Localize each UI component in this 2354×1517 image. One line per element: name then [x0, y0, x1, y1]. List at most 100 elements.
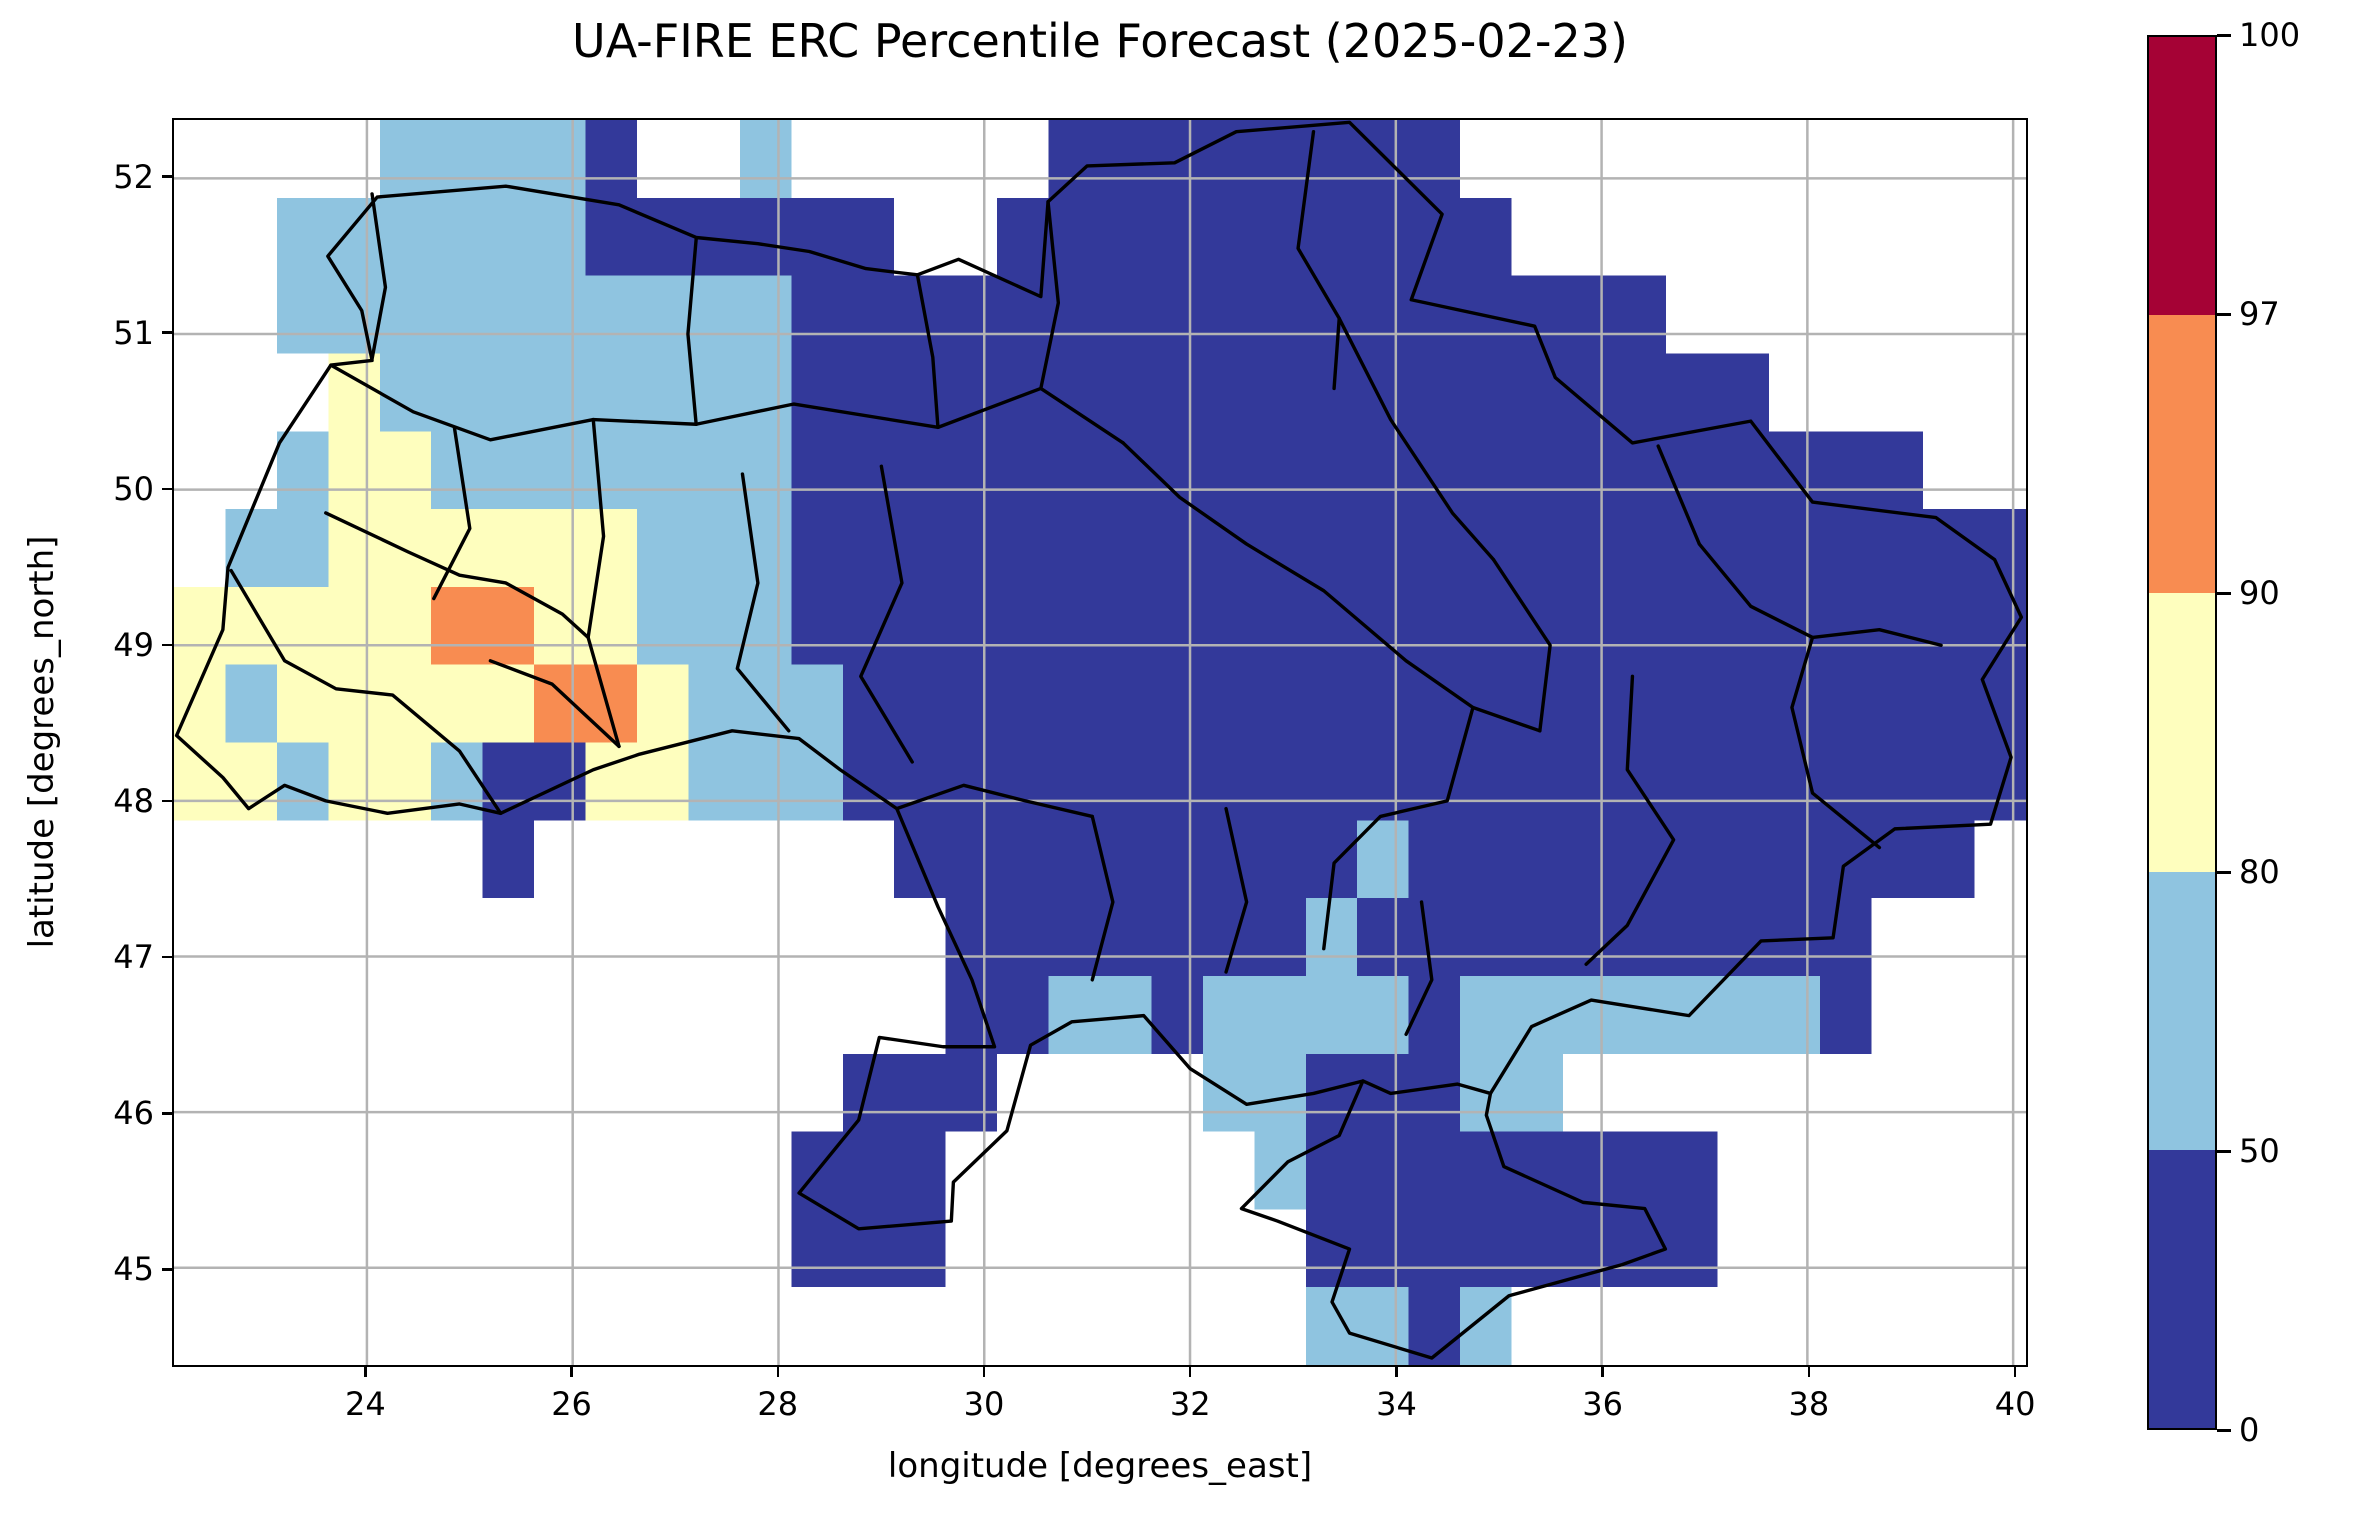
grid-cell [534, 120, 586, 198]
grid-cell [842, 1053, 895, 1132]
grid-cell [945, 898, 998, 976]
grid-cell [1305, 898, 1358, 976]
grid-cell [894, 431, 946, 510]
grid-cell [1408, 1053, 1461, 1132]
grid-cell [1665, 431, 1718, 510]
x-tick-label: 26 [551, 1385, 592, 1423]
grid-cell [225, 664, 277, 743]
grid-cell [1460, 197, 1512, 276]
grid-cell [1151, 898, 1203, 976]
grid-cell [997, 586, 1049, 665]
y-tick-label: 45 [113, 1250, 154, 1289]
x-tick-label: 32 [1169, 1385, 1211, 1423]
y-tick-mark [162, 487, 172, 491]
grid-cell [431, 197, 483, 276]
grid-cell [1254, 353, 1306, 432]
grid-cell [1408, 898, 1461, 976]
colorbar-tick-mark [2217, 1428, 2231, 1432]
x-tick-label: 30 [963, 1385, 1005, 1423]
grid-cell [1151, 742, 1203, 821]
grid-cell [1202, 197, 1255, 276]
grid-cell [1665, 742, 1718, 821]
grid-cell [1048, 898, 1100, 976]
grid-cell [379, 509, 432, 587]
grid-cell [1717, 898, 1769, 976]
grid-cell [791, 664, 843, 743]
grid-cell [739, 120, 792, 198]
grid-cell [1614, 975, 1666, 1054]
grid-cell [997, 431, 1049, 510]
ukraine-percentile-map [174, 120, 2026, 1365]
grid-cell [739, 275, 792, 354]
grid-cell [894, 586, 946, 665]
grid-cell [1820, 431, 1872, 510]
grid-cell [945, 1053, 998, 1132]
grid-cell [328, 664, 380, 743]
grid-cell [1460, 1209, 1512, 1288]
grid-cell [1614, 898, 1666, 976]
grid-cell [1717, 353, 1769, 432]
grid-cell [1151, 820, 1203, 899]
grid-cell [585, 120, 637, 198]
grid-cell [791, 1209, 843, 1288]
grid-cell [585, 742, 637, 821]
grid-cell [1151, 431, 1203, 510]
grid-cell [1100, 664, 1152, 743]
grid-cell [534, 431, 586, 510]
grid-cell [1100, 431, 1152, 510]
grid-cell [637, 431, 689, 510]
grid-cell [1665, 820, 1718, 899]
grid-cell [637, 275, 689, 354]
grid-cell [431, 353, 483, 432]
grid-cell [1923, 820, 1975, 899]
colorbar-tick-mark [2217, 312, 2231, 316]
oblast-boundary-line [588, 420, 619, 747]
grid-cell [1254, 275, 1306, 354]
grid-cell [997, 664, 1049, 743]
grid-cell [1100, 742, 1152, 821]
grid-cell [997, 509, 1049, 587]
grid-cell [688, 275, 740, 354]
grid-cell [1820, 742, 1872, 821]
grid-cell [1048, 509, 1100, 587]
grid-cell [585, 197, 637, 276]
grid-cell [945, 509, 998, 587]
grid-cell [482, 353, 535, 432]
oblast-boundary-line [1586, 676, 1673, 964]
colorbar-segment-90-97 [2149, 315, 2215, 594]
x-tick-label: 34 [1376, 1385, 1417, 1423]
grid-cell [1923, 586, 1975, 665]
grid-cell [1254, 975, 1306, 1054]
colorbar-tick-mark [2217, 33, 2231, 37]
grid-cell [1151, 353, 1203, 432]
grid-cell [1357, 1131, 1409, 1210]
oblast-boundary-line [897, 785, 1092, 816]
grid-cell [1717, 742, 1769, 821]
grid-cell [1305, 197, 1358, 276]
oblast-boundary-line [1658, 446, 1941, 645]
grid-cell [791, 197, 843, 276]
grid-cell [1563, 820, 1615, 899]
oblast-boundary-line [1298, 132, 1339, 389]
grid-cell [174, 586, 226, 665]
heatmap-cells [174, 120, 2026, 1365]
grid-cell [791, 586, 843, 665]
grid-cell [842, 586, 895, 665]
grid-cell [276, 664, 329, 743]
colorbar-segment-50-80 [2149, 871, 2215, 1150]
grid-cell [431, 664, 483, 743]
grid-cell [894, 1131, 946, 1210]
oblast-boundary-line [231, 571, 501, 814]
grid-cell [482, 431, 535, 510]
colorbar-tick-label: 100 [2239, 16, 2301, 54]
grid-cell [1511, 1053, 1563, 1132]
grid-cell [894, 664, 946, 743]
grid-cell [637, 197, 689, 276]
oblast-boundary-line [326, 513, 588, 638]
grid-cell [1717, 431, 1769, 510]
oblast-boundary-line [490, 661, 619, 747]
x-tick-mark [2013, 1367, 2017, 1377]
grid-cell [1357, 275, 1409, 354]
grid-cell [1923, 742, 1975, 821]
grid-cell [328, 509, 380, 587]
